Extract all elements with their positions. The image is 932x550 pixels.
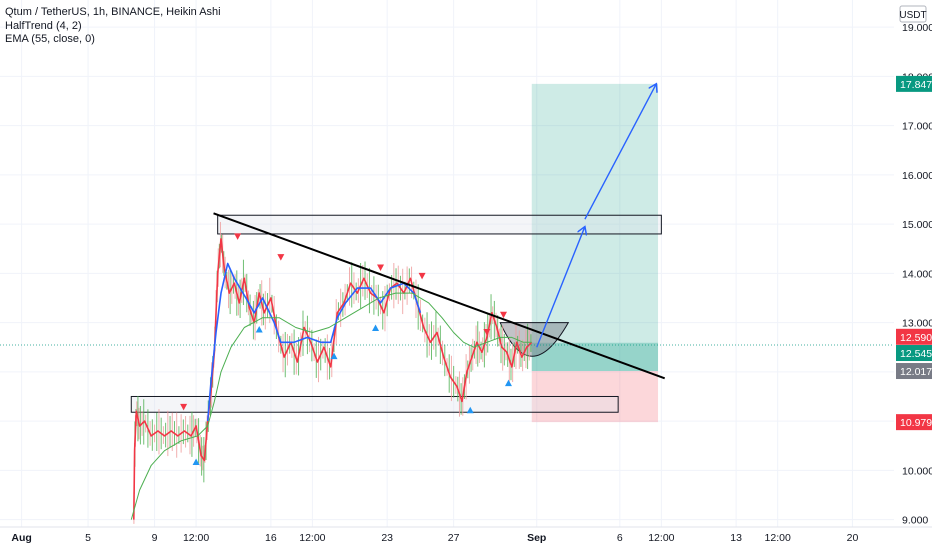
x-tick-label: 6 xyxy=(617,532,623,544)
x-tick-label: 12:00 xyxy=(648,532,674,544)
ema-line[interactable] xyxy=(130,292,532,520)
annotation-layer xyxy=(130,83,662,423)
price-label-tag xyxy=(896,414,932,431)
price-label-value: 12.017 xyxy=(900,366,932,378)
x-tick-label: 16 xyxy=(265,532,277,544)
price-label-tag xyxy=(896,328,932,345)
x-tick-label: 9 xyxy=(152,532,158,544)
halftrend-up-line[interactable] xyxy=(206,262,422,422)
halftrend-markers xyxy=(180,233,512,465)
indicator-halftrend[interactable]: HalfTrend (4, 2) xyxy=(5,19,82,32)
x-tick-label: 20 xyxy=(847,532,859,544)
x-tick-label: 13 xyxy=(730,532,742,544)
price-label-value: 12.590 xyxy=(900,332,932,344)
x-tick-label: Sep xyxy=(527,532,546,544)
y-tick-label: 16.000 xyxy=(902,170,932,182)
currency-label: USDT xyxy=(899,10,926,21)
y-tick-label: 19.000 xyxy=(902,22,932,34)
target-zone[interactable] xyxy=(531,83,659,372)
x-tick-label: 23 xyxy=(381,532,393,544)
drawing-layer xyxy=(213,84,666,380)
projection-arrow[interactable] xyxy=(536,227,585,348)
currency-badge[interactable] xyxy=(899,5,927,23)
x-tick-label: 12:00 xyxy=(183,532,209,544)
buy-arrow-icon xyxy=(330,352,338,360)
sell-arrow-icon xyxy=(180,403,188,411)
price-label-tag xyxy=(896,75,932,92)
buy-arrow-icon xyxy=(504,379,512,387)
projection-arrow[interactable] xyxy=(584,84,656,220)
price-label-tag xyxy=(896,345,932,362)
sell-arrow-icon xyxy=(499,311,507,319)
y-tick-label: 14.000 xyxy=(902,268,932,280)
x-tick-label: Aug xyxy=(11,532,31,544)
support-zone[interactable] xyxy=(130,395,619,413)
y-tick-label: 13.000 xyxy=(902,318,932,330)
sell-arrow-icon xyxy=(418,272,426,280)
sell-arrow-icon xyxy=(377,264,385,271)
y-tick-label: 9.000 xyxy=(902,515,928,527)
time-axis-bg xyxy=(0,527,932,550)
sell-arrow-icon xyxy=(277,254,285,261)
buy-arrow-icon xyxy=(255,325,263,333)
x-tick-label: 12:00 xyxy=(299,532,325,544)
buy-arrow-icon xyxy=(466,406,474,414)
x-tick-label: 27 xyxy=(448,532,460,544)
price-label-value: 12.545 xyxy=(900,348,932,360)
y-tick-label: 15.000 xyxy=(902,219,932,231)
buy-arrow-icon xyxy=(372,324,380,332)
trendline[interactable] xyxy=(213,212,666,380)
sell-arrow-icon xyxy=(234,233,242,240)
symbol-title[interactable]: Qtum / TetherUS, 1h, BINANCE, Heikin Ash… xyxy=(5,6,221,18)
price-label-value: 17.847 xyxy=(900,79,932,91)
chart-legend: Qtum / TetherUS, 1h, BINANCE, Heikin Ash… xyxy=(5,6,221,47)
x-tick-label: 12:00 xyxy=(765,532,791,544)
x-tick-label: 5 xyxy=(85,532,91,544)
time-axis: Aug 5 9 12:00 16 12:00 23 27 Sep 6 12:00 13 12:00 20 xyxy=(0,526,932,550)
price-series xyxy=(0,221,894,524)
y-tick-label: 17.000 xyxy=(902,121,932,133)
current-profit-zone[interactable] xyxy=(531,342,659,372)
sell-arrow-icon xyxy=(483,328,491,336)
price-label-value: 10.979 xyxy=(900,417,932,429)
indicator-ema[interactable]: EMA (55, close, 0) xyxy=(5,33,95,45)
price-axis: USDT9.00010.00011.00012.00013.00014.0001… xyxy=(894,0,932,550)
y-tick-label: 10.000 xyxy=(902,465,932,477)
halftrend-down-line[interactable] xyxy=(133,238,533,520)
buy-arrow-icon xyxy=(192,458,200,465)
price-label-tag xyxy=(896,363,932,380)
resistance-zone[interactable] xyxy=(217,214,662,235)
